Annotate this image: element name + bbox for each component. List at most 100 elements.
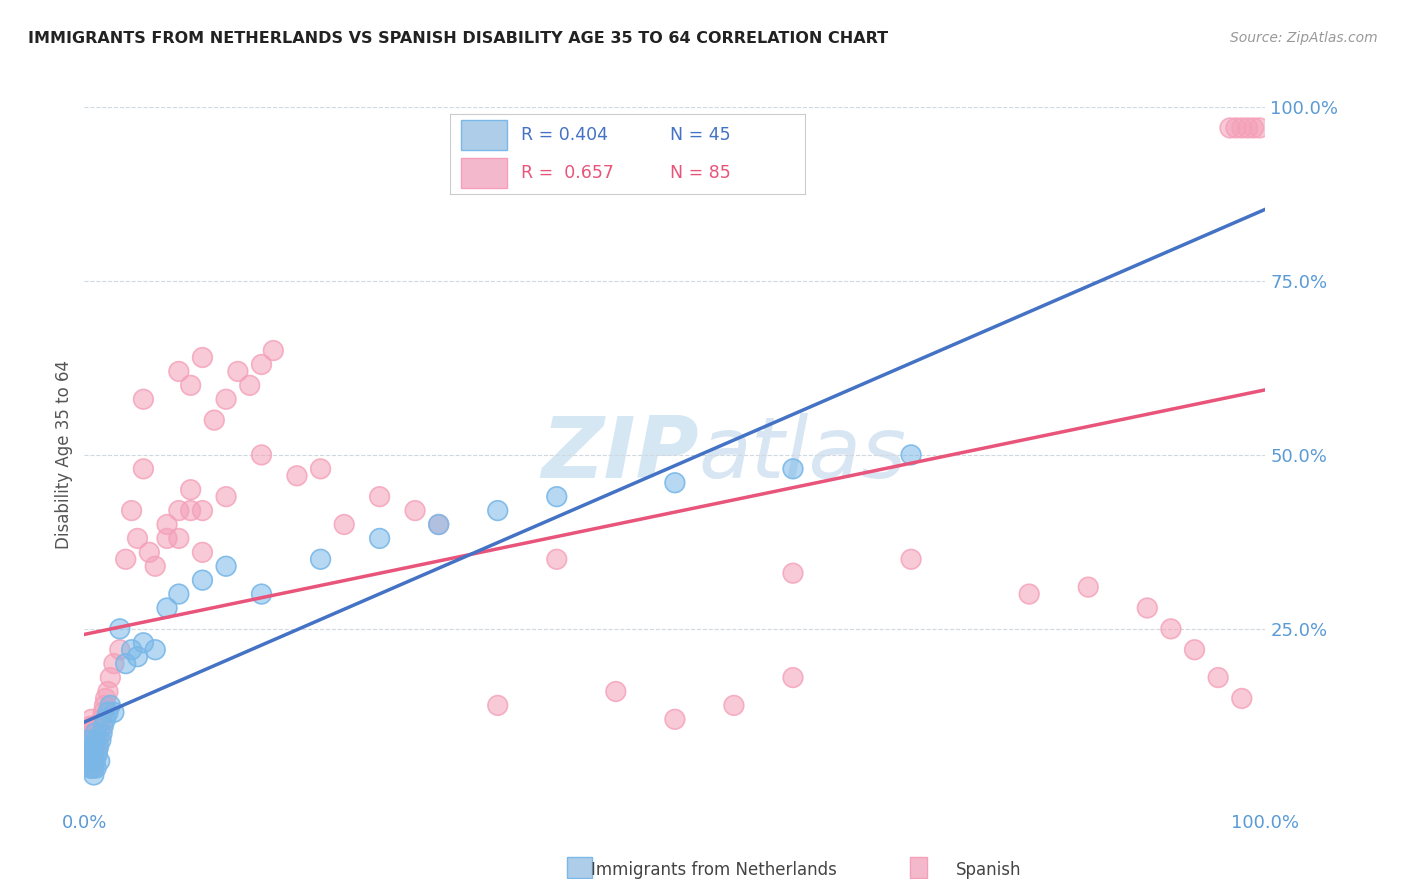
Point xyxy=(83,768,105,782)
Point xyxy=(84,754,107,768)
Point xyxy=(97,706,120,720)
Point xyxy=(1219,120,1241,135)
Point xyxy=(83,761,105,775)
Point xyxy=(77,726,100,740)
Point xyxy=(1136,601,1159,615)
Point xyxy=(605,684,627,698)
Point xyxy=(1184,642,1206,657)
Point xyxy=(368,532,391,546)
Point xyxy=(132,462,155,476)
Point xyxy=(103,657,125,671)
Point xyxy=(94,691,117,706)
Point xyxy=(368,532,391,546)
Text: IMMIGRANTS FROM NETHERLANDS VS SPANISH DISABILITY AGE 35 TO 64 CORRELATION CHART: IMMIGRANTS FROM NETHERLANDS VS SPANISH D… xyxy=(28,31,889,46)
Point xyxy=(167,587,190,601)
Point xyxy=(80,754,103,768)
Point xyxy=(215,559,238,574)
Point xyxy=(333,517,356,532)
Point xyxy=(80,754,103,768)
Point xyxy=(84,754,107,768)
Point xyxy=(108,622,131,636)
Point xyxy=(98,671,121,685)
Point xyxy=(368,490,391,504)
Point xyxy=(91,712,114,726)
Point xyxy=(77,754,100,768)
Point xyxy=(309,552,332,566)
Point xyxy=(121,642,143,657)
Point xyxy=(82,747,104,761)
Point xyxy=(94,712,117,726)
Point xyxy=(108,642,131,657)
Point xyxy=(156,517,179,532)
Point xyxy=(114,552,136,566)
Point xyxy=(98,698,121,713)
Point xyxy=(1018,587,1040,601)
Point xyxy=(226,364,249,378)
Point xyxy=(89,726,111,740)
Point xyxy=(1206,671,1229,685)
Point xyxy=(79,740,101,755)
Point xyxy=(1018,587,1040,601)
Point xyxy=(664,475,686,490)
Point xyxy=(782,671,804,685)
Point xyxy=(309,552,332,566)
Point xyxy=(143,642,166,657)
Point xyxy=(782,566,804,581)
Point xyxy=(79,747,101,761)
Point xyxy=(127,649,149,664)
Point xyxy=(215,490,238,504)
Point xyxy=(84,733,107,747)
Point xyxy=(79,747,101,761)
Point xyxy=(250,448,273,462)
Point xyxy=(127,532,149,546)
Point xyxy=(900,552,922,566)
Point xyxy=(180,378,202,392)
Point xyxy=(80,740,103,755)
Point xyxy=(1225,120,1247,135)
Point xyxy=(250,587,273,601)
Text: ZIP: ZIP xyxy=(541,413,699,497)
Point xyxy=(77,740,100,755)
Point xyxy=(82,726,104,740)
Point xyxy=(664,712,686,726)
Point xyxy=(83,740,105,755)
Point xyxy=(83,761,105,775)
Point xyxy=(167,587,190,601)
Point xyxy=(77,726,100,740)
Point xyxy=(94,691,117,706)
Point xyxy=(782,462,804,476)
Point xyxy=(79,740,101,755)
Point xyxy=(79,733,101,747)
Point xyxy=(167,364,190,378)
Point xyxy=(156,601,179,615)
Point xyxy=(1230,120,1253,135)
Point xyxy=(108,622,131,636)
FancyBboxPatch shape xyxy=(567,857,592,878)
Text: Source: ZipAtlas.com: Source: ZipAtlas.com xyxy=(1230,31,1378,45)
Point xyxy=(93,698,115,713)
Point xyxy=(83,740,105,755)
Point xyxy=(309,462,332,476)
Point xyxy=(132,392,155,407)
Point xyxy=(79,719,101,733)
Point xyxy=(226,364,249,378)
Point xyxy=(84,733,107,747)
Point xyxy=(86,740,108,755)
Point xyxy=(143,559,166,574)
Point xyxy=(605,684,627,698)
Point xyxy=(1230,120,1253,135)
Point xyxy=(94,712,117,726)
Point xyxy=(121,642,143,657)
Point xyxy=(114,657,136,671)
Point xyxy=(77,740,100,755)
Point xyxy=(82,761,104,775)
Point xyxy=(82,726,104,740)
Point xyxy=(86,740,108,755)
Point xyxy=(309,462,332,476)
Point xyxy=(250,358,273,372)
Point xyxy=(191,545,214,559)
Point xyxy=(202,413,225,427)
Point xyxy=(91,719,114,733)
Point xyxy=(1184,642,1206,657)
Point xyxy=(84,747,107,761)
